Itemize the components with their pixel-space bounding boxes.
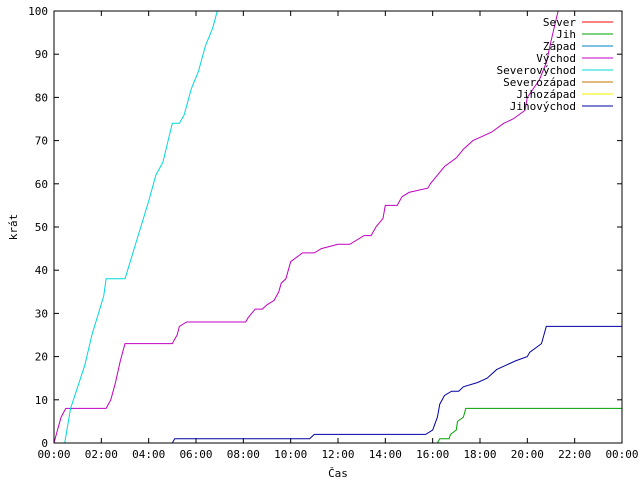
legend-label: Severovýchod: [497, 64, 576, 77]
y-tick-label: 50: [35, 221, 48, 234]
x-tick-label: 22:00: [558, 448, 591, 461]
y-tick-label: 90: [35, 48, 48, 61]
plot-frame: [53, 10, 623, 444]
y-tick-label: 100: [28, 5, 48, 18]
legend-label: Jihovýchod: [510, 100, 576, 113]
y-tick-label: 40: [35, 264, 48, 277]
x-tick-labels: 00:00 02:00 04:00 06:00 08:00 10:00 12:00 14:00…: [37, 448, 638, 461]
series-line-jih: [54, 407, 622, 444]
series-lines: [53, 10, 622, 444]
x-axis-label: Čas: [328, 467, 348, 480]
legend-label: Severozápad: [503, 76, 576, 89]
legend-label: Východ: [536, 52, 576, 65]
x-tick-label: 02:00: [85, 448, 118, 461]
y-axis-label: krát: [7, 214, 20, 241]
legend: SeverJihZápadVýchodSeverovýchodSeverozáp…: [497, 16, 613, 113]
legend-label: Jih: [556, 28, 576, 41]
x-tick-label: 14:00: [369, 448, 402, 461]
x-tick-label: 10:00: [274, 448, 307, 461]
y-tick-label: 70: [35, 135, 48, 148]
x-tick-label: 18:00: [463, 448, 496, 461]
series-line-vychod: [53, 10, 559, 444]
x-tick-label: 04:00: [132, 448, 165, 461]
y-tick-labels: 0 10 20 30 40 50 60 70 80 90 100: [28, 5, 48, 450]
y-tick-label: 0: [41, 437, 48, 450]
x-tick-label: 08:00: [227, 448, 260, 461]
y-tick-label: 30: [35, 307, 48, 320]
x-tick-label: 12:00: [321, 448, 354, 461]
legend-label: Sever: [543, 16, 576, 29]
y-tick-label: 80: [35, 91, 48, 104]
series-line-jihovychod: [54, 325, 622, 444]
x-tick-label: 20:00: [511, 448, 544, 461]
y-tick-label: 10: [35, 394, 48, 407]
series-line-severovychod: [54, 10, 218, 444]
y-tick-label: 60: [35, 178, 48, 191]
x-tick-label: 16:00: [416, 448, 449, 461]
x-tick-label: 06:00: [179, 448, 212, 461]
x-tick-label: 00:00: [37, 448, 70, 461]
y-tick-label: 20: [35, 351, 48, 364]
x-tick-label: 00:00: [605, 448, 638, 461]
legend-label: Západ: [543, 40, 576, 53]
legend-label: Jihozápad: [516, 88, 576, 101]
